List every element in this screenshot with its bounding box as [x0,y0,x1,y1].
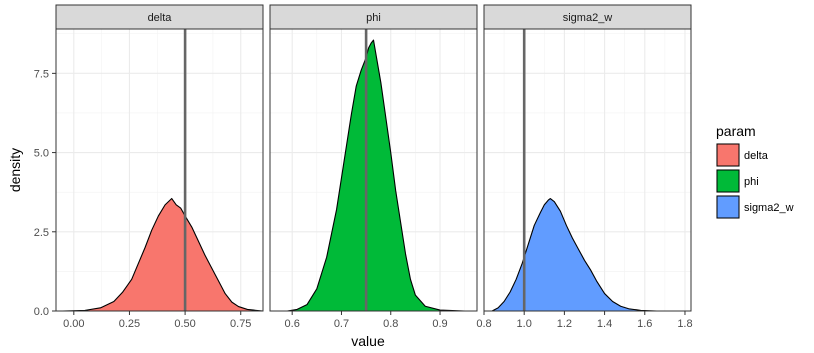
legend-swatch [716,195,740,219]
legend-swatch [716,143,740,167]
y-axis-title: density [7,148,23,192]
plot-background [484,29,691,311]
legend-title: param [716,123,756,139]
legend-item-sigma2_w: sigma2_w [716,195,794,219]
panel-border [269,28,478,312]
strip-label: sigma2_w [563,12,613,24]
y-tick-label: 7.5 [34,68,49,80]
x-tick-label: 0.6 [285,318,300,330]
y-tick-label: 5.0 [34,148,49,160]
y-axis: 0.0 2.5 5.0 7.5 [34,68,56,318]
panel-border [483,28,692,312]
legend-swatch [716,169,740,193]
x-tick-label: 0.50 [174,318,195,330]
x-tick-label: 0.75 [230,318,251,330]
strip-label: phi [366,12,381,24]
x-tick-label: 1.6 [637,318,652,330]
legend: param delta phi sigma2_w [716,123,794,219]
x-tick-label: 1.0 [517,318,532,330]
legend-label: phi [744,176,759,188]
panel-border [55,28,264,312]
legend-item-phi: phi [716,169,759,193]
panel-sigma2_w: sigma2_w 0.8 1.0 1.2 1.4 1.6 1.8 [476,4,693,330]
legend-item-delta: delta [716,143,769,167]
x-tick-label: 1.2 [557,318,572,330]
y-tick-label: 0.0 [34,306,49,318]
legend-label: sigma2_w [744,202,794,214]
density-area-sigma2_w [491,197,686,312]
x-tick-label: 0.7 [334,318,349,330]
density-area-delta [62,197,264,312]
x-tick-label: 0.8 [476,318,491,330]
legend-label: delta [744,150,769,162]
panels: delta 0.00 0.25 0.50 0.75 phi 0.6 0.7 0.8 0.9 sigm… [55,4,693,330]
x-tick-label: 0.25 [119,318,140,330]
panel-phi: phi 0.6 0.7 0.8 0.9 [269,4,478,330]
strip-background [483,4,692,30]
y-tick-label: 2.5 [34,227,49,239]
density-area-phi [286,39,466,312]
strip-label: delta [148,12,173,24]
x-tick-label: 1.8 [677,318,692,330]
strip-background [269,4,478,30]
x-tick-label: 0.9 [432,318,447,330]
x-axis-title: value [351,333,385,349]
x-tick-label: 0.00 [63,318,84,330]
x-tick-label: 1.4 [597,318,612,330]
strip-background [55,4,264,30]
x-tick-label: 0.8 [383,318,398,330]
panel-delta: delta 0.00 0.25 0.50 0.75 [55,4,264,330]
